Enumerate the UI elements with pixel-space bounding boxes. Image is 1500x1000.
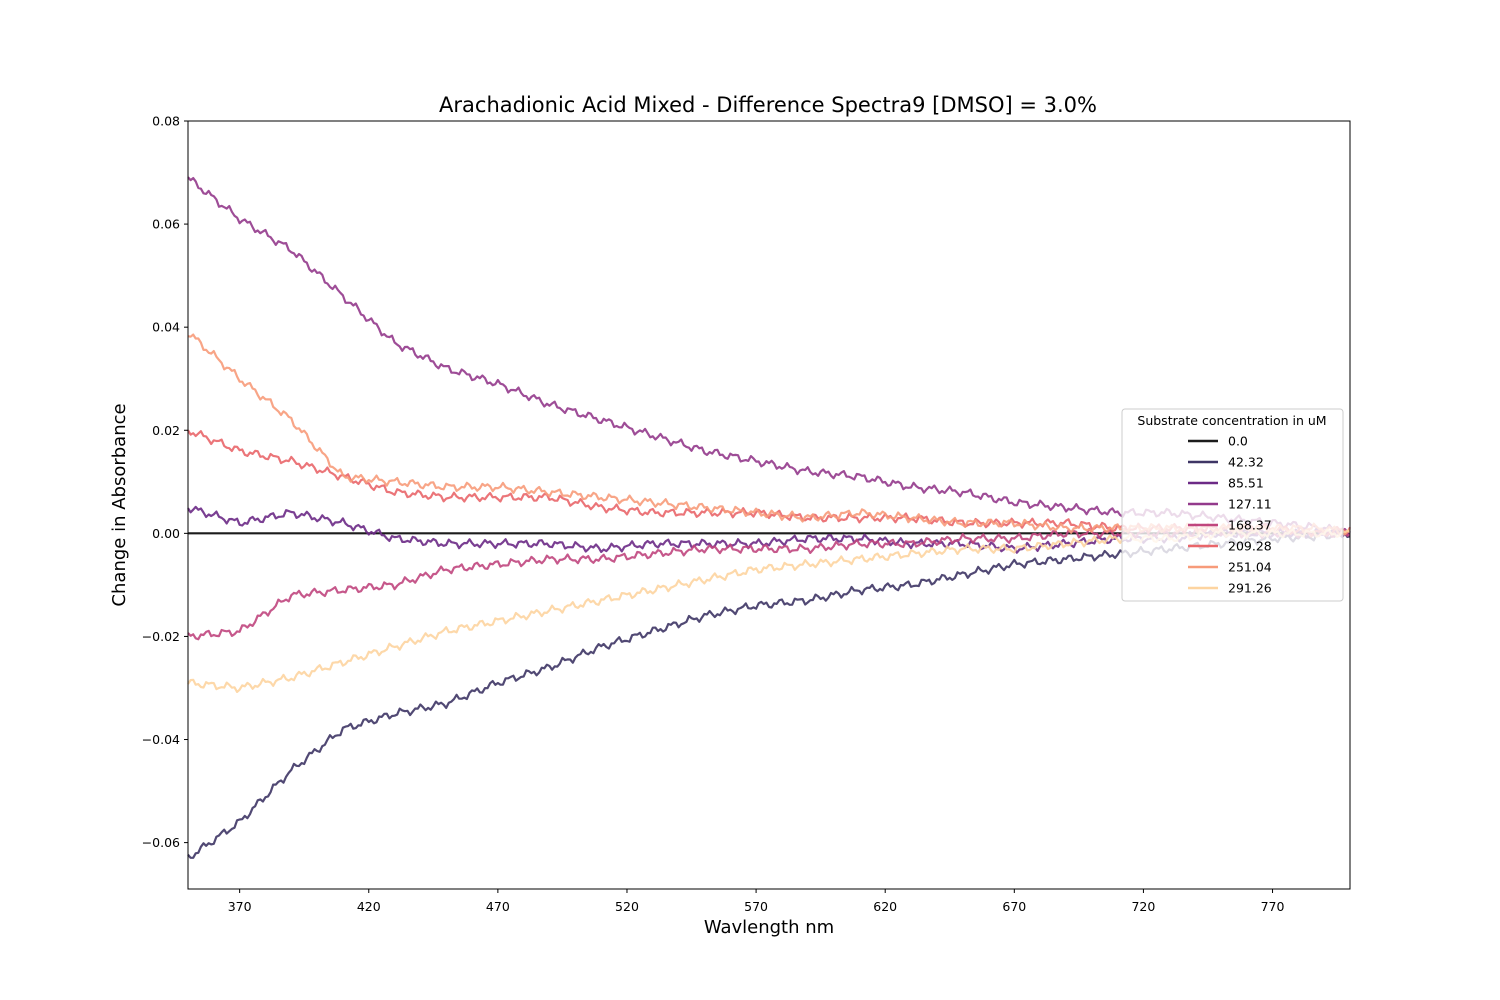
x-tick-label: 420 [357, 899, 381, 914]
y-tick-label: 0.00 [152, 526, 180, 541]
x-tick-label: 570 [744, 899, 768, 914]
legend-label: 85.51 [1228, 476, 1264, 491]
legend-label: 42.32 [1228, 455, 1264, 470]
legend-box [1121, 408, 1344, 602]
legend-entries: 0.0 42.32 85.51 127.11 168.37 209.28 251.04 291… [1188, 434, 1272, 596]
legend-label: 0.0 [1228, 434, 1248, 449]
legend-label: 291.26 [1228, 581, 1272, 596]
legend-label: 209.28 [1228, 539, 1272, 554]
x-tick-label: 770 [1261, 899, 1285, 914]
x-tick-label: 720 [1131, 899, 1155, 914]
y-tick-label: −0.02 [142, 629, 180, 644]
x-tick-label: 370 [228, 899, 252, 914]
legend-label: 168.37 [1228, 518, 1272, 533]
legend-label: 127.11 [1228, 497, 1272, 512]
x-tick-label: 520 [615, 899, 639, 914]
y-tick-label: 0.06 [152, 217, 180, 232]
x-axis-label: Wavlength nm [704, 917, 834, 938]
legend: Substrate concentration in uM 0.0 42.32 85… [1121, 408, 1344, 602]
y-tick-label: 0.08 [152, 114, 180, 129]
y-tick-label: −0.06 [142, 835, 180, 850]
x-tick-label: 470 [486, 899, 510, 914]
legend-label: 251.04 [1228, 560, 1272, 575]
y-tick-label: −0.04 [142, 732, 180, 747]
y-axis: −0.06 −0.04 −0.02 0.00 0.02 0.04 0.06 0.08 [142, 114, 188, 850]
y-tick-label: 0.04 [152, 320, 180, 335]
legend-title: Substrate concentration in uM [1137, 413, 1326, 428]
plot-frame [187, 120, 1351, 890]
y-tick-label: 0.02 [152, 423, 180, 438]
chart-title: Arachadionic Acid Mixed - Difference Spe… [439, 93, 1097, 117]
x-tick-label: 620 [873, 899, 897, 914]
x-axis: 370 420 470 520 570 620 670 720 770 [228, 889, 1285, 914]
y-axis-label: Change in Absorbance [109, 403, 130, 606]
x-tick-label: 670 [1002, 899, 1026, 914]
